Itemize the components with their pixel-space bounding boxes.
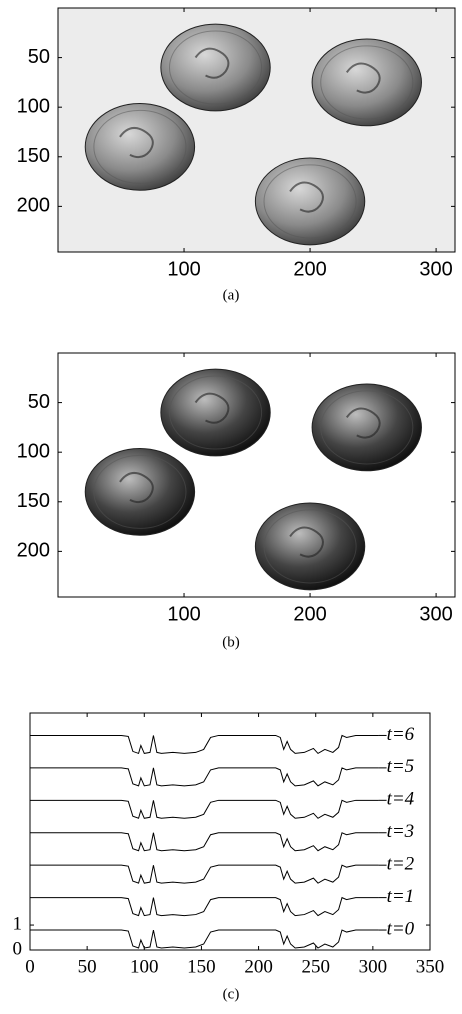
caption: (c) — [223, 986, 240, 1002]
axes-box — [30, 713, 430, 950]
coin — [312, 39, 421, 126]
coin — [85, 103, 194, 190]
profile-line — [30, 735, 379, 753]
y-tick-label: 50 — [28, 46, 50, 68]
y-tick-label: 100 — [17, 440, 50, 462]
x-tick-label: 200 — [244, 956, 273, 977]
x-tick-label: 350 — [416, 956, 445, 977]
caption: (a) — [223, 287, 240, 303]
series-label: t=0 — [387, 918, 415, 939]
x-tick-label: 300 — [419, 603, 452, 625]
x-tick-label: 250 — [301, 956, 330, 977]
x-tick-label: 300 — [419, 258, 452, 280]
coin — [255, 503, 364, 590]
x-tick-label: 150 — [187, 956, 216, 977]
series-label: t=6 — [387, 724, 415, 745]
x-tick-label: 0 — [25, 956, 35, 977]
series-label: t=1 — [387, 886, 415, 907]
profile-line — [30, 800, 379, 818]
profile-line — [30, 768, 379, 786]
y-tick-label: 1 — [13, 913, 23, 934]
x-tick-label: 100 — [167, 258, 200, 280]
y-tick-label: 100 — [17, 95, 50, 117]
series-label: t=3 — [387, 821, 415, 842]
series-label: t=4 — [387, 789, 415, 810]
coin — [312, 384, 421, 471]
series-label: t=5 — [387, 756, 415, 777]
profile-line — [30, 833, 379, 851]
y-tick-label: 150 — [17, 145, 50, 167]
coin — [161, 24, 270, 111]
y-tick-label: 50 — [28, 391, 50, 413]
profile-line — [30, 930, 379, 948]
y-tick-label: 0 — [13, 938, 23, 959]
figure: 10020030050100150200(a)10020030050100150… — [0, 0, 462, 1014]
y-tick-label: 200 — [17, 195, 50, 217]
caption: (b) — [222, 634, 240, 650]
x-tick-label: 200 — [293, 603, 326, 625]
y-tick-label: 200 — [17, 540, 50, 562]
profile-line — [30, 865, 379, 883]
x-tick-label: 100 — [130, 956, 159, 977]
coin — [255, 158, 364, 245]
x-tick-label: 100 — [167, 603, 200, 625]
y-tick-label: 150 — [17, 490, 50, 512]
coin — [161, 369, 270, 456]
x-tick-label: 200 — [293, 258, 326, 280]
x-tick-label: 300 — [359, 956, 388, 977]
profile-line — [30, 898, 379, 916]
series-label: t=2 — [387, 854, 415, 875]
x-tick-label: 50 — [78, 956, 97, 977]
coin — [85, 448, 194, 535]
